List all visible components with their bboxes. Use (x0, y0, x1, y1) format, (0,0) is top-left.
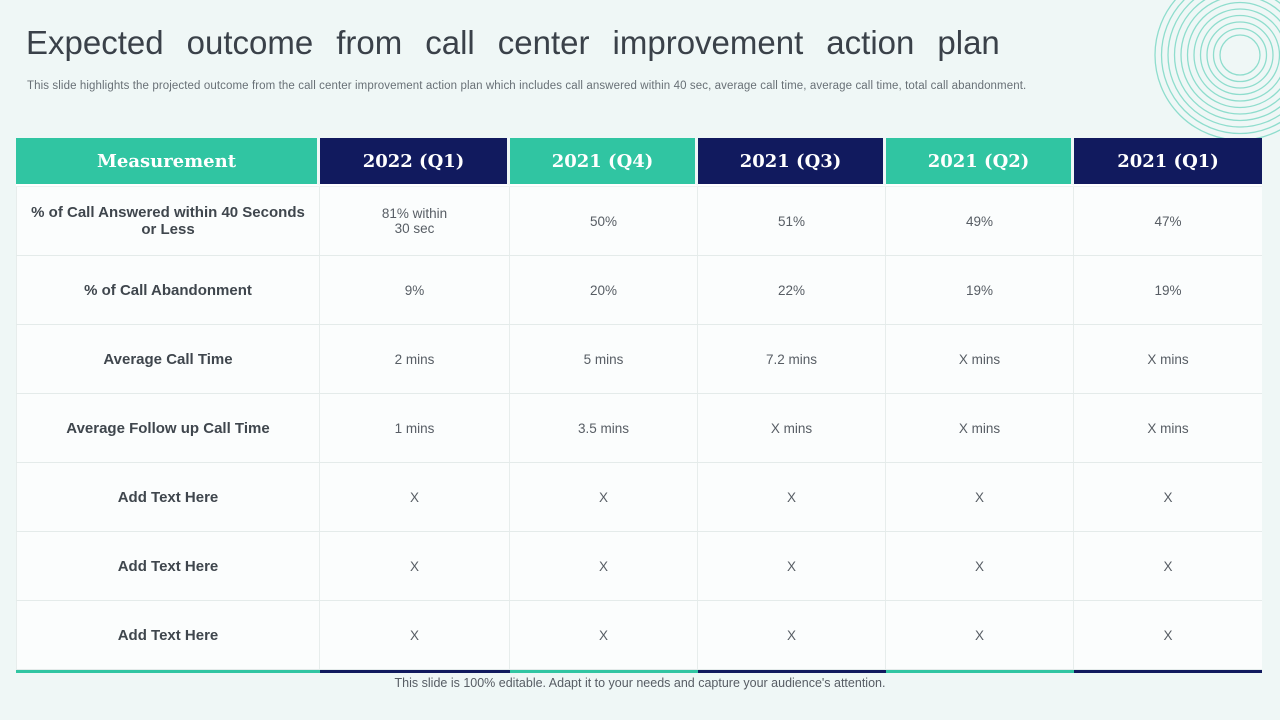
slide-footer-note: This slide is 100% editable. Adapt it to… (394, 676, 886, 690)
cell-value: X mins (1147, 420, 1189, 436)
cell-value: 9% (320, 256, 510, 324)
bottom-accent-segment (698, 670, 886, 673)
cell-value: X (1163, 489, 1173, 505)
header-cell-2022-q1: 2022 (Q1) (320, 138, 510, 186)
header-cell-2021-q1: 2021 (Q1) (1074, 138, 1262, 186)
header-cell-2021-q3: 2021 (Q3) (698, 138, 886, 186)
slide-subtitle: This slide highlights the projected outc… (27, 80, 1027, 92)
table-row: Add Text Here X X X X X (16, 463, 1262, 532)
table-bottom-accent (16, 670, 1262, 673)
bottom-accent-segment (886, 670, 1074, 673)
table-row: % of Call Abandonment 9% 20% 22% 19% 19% (16, 256, 1262, 325)
cell-value: X (510, 532, 698, 600)
cell-value: X (698, 463, 886, 531)
table-row: Average Call Time 2 mins 5 mins 7.2 mins X m… (16, 325, 1262, 394)
cell-value: 49% (886, 187, 1074, 255)
cell-value: 7.2 mins (698, 325, 886, 393)
header-cell-2021-q4: 2021 (Q4) (510, 138, 698, 186)
bottom-accent-segment (320, 670, 510, 673)
cell-value: 1 mins (320, 394, 510, 462)
cell-value: 5 mins (510, 325, 698, 393)
concentric-circles-decoration (1154, 0, 1280, 141)
row-label: % of Call Abandonment (16, 256, 320, 324)
bottom-accent-segment (510, 670, 698, 673)
cell-value: X (510, 601, 698, 669)
cell-value: 81% within 30 sec (320, 187, 510, 255)
cell-value: X (886, 601, 1074, 669)
cell-value: 51% (698, 187, 886, 255)
row-label: Average Follow up Call Time (16, 394, 320, 462)
cell-value: X mins (698, 394, 886, 462)
row-label: % of Call Answered within 40 Seconds or … (16, 187, 320, 255)
cell-value: X mins (886, 394, 1074, 462)
bottom-accent-segment (16, 670, 320, 673)
row-label: Add Text Here (16, 463, 320, 531)
table-row: Add Text Here X X X X X (16, 532, 1262, 601)
cell-value: X (886, 532, 1074, 600)
cell-value: X (1163, 627, 1173, 643)
cell-value: 19% (1154, 282, 1182, 298)
cell-value: 20% (510, 256, 698, 324)
header-cell-2021-q2: 2021 (Q2) (886, 138, 1074, 186)
header-cell-measurement: Measurement (16, 138, 320, 186)
slide-title: Expected outcome from call center improv… (26, 24, 1000, 61)
table-body: % of Call Answered within 40 Seconds or … (16, 186, 1262, 670)
results-table: Measurement 2022 (Q1) 2021 (Q4) 2021 (Q3) 20… (16, 138, 1262, 673)
cell-value: 3.5 mins (510, 394, 698, 462)
table-row: Average Follow up Call Time 1 mins 3.5 min… (16, 394, 1262, 463)
cell-value: X mins (886, 325, 1074, 393)
cell-value: 22% (698, 256, 886, 324)
row-label: Average Call Time (16, 325, 320, 393)
cell-value: X (510, 463, 698, 531)
cell-value: X (698, 601, 886, 669)
cell-value: 50% (510, 187, 698, 255)
cell-value: X (320, 532, 510, 600)
cell-value: X (320, 463, 510, 531)
bottom-accent-segment (1074, 670, 1262, 673)
cell-value: X mins (1147, 351, 1189, 367)
table-row: Add Text Here X X X X X (16, 601, 1262, 670)
cell-value: 47% (1154, 213, 1182, 229)
cell-value: 2 mins (320, 325, 510, 393)
table-header-row: Measurement 2022 (Q1) 2021 (Q4) 2021 (Q3) 20… (16, 138, 1262, 186)
cell-value: X (698, 532, 886, 600)
cell-value: X (1163, 558, 1173, 574)
row-label: Add Text Here (16, 601, 320, 669)
table-row: % of Call Answered within 40 Seconds or … (16, 186, 1262, 256)
cell-value: 19% (886, 256, 1074, 324)
row-label: Add Text Here (16, 532, 320, 600)
cell-value: X (320, 601, 510, 669)
cell-value: X (886, 463, 1074, 531)
